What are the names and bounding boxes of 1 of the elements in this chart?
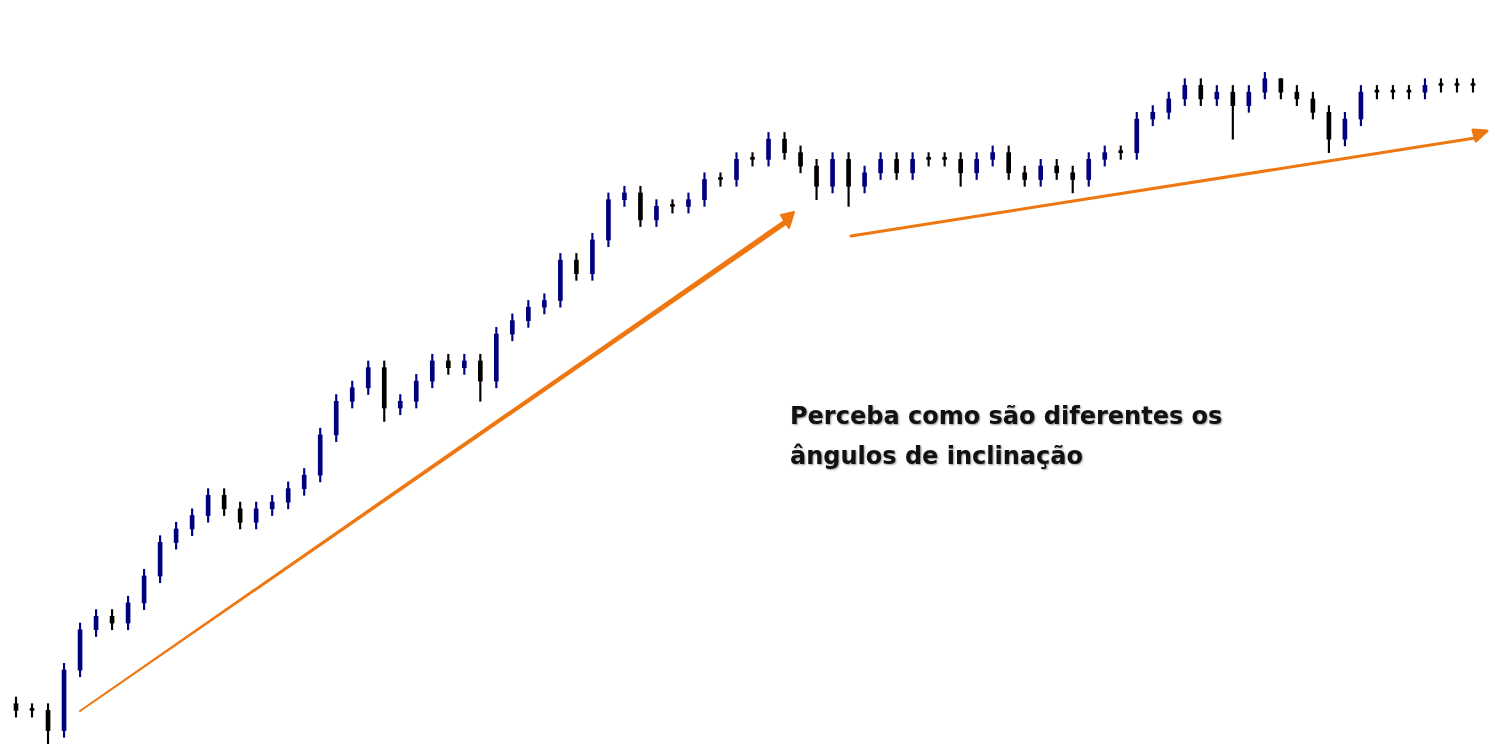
annotation: Perceba como são diferentes os ângulos de inclinação: [790, 401, 1224, 472]
